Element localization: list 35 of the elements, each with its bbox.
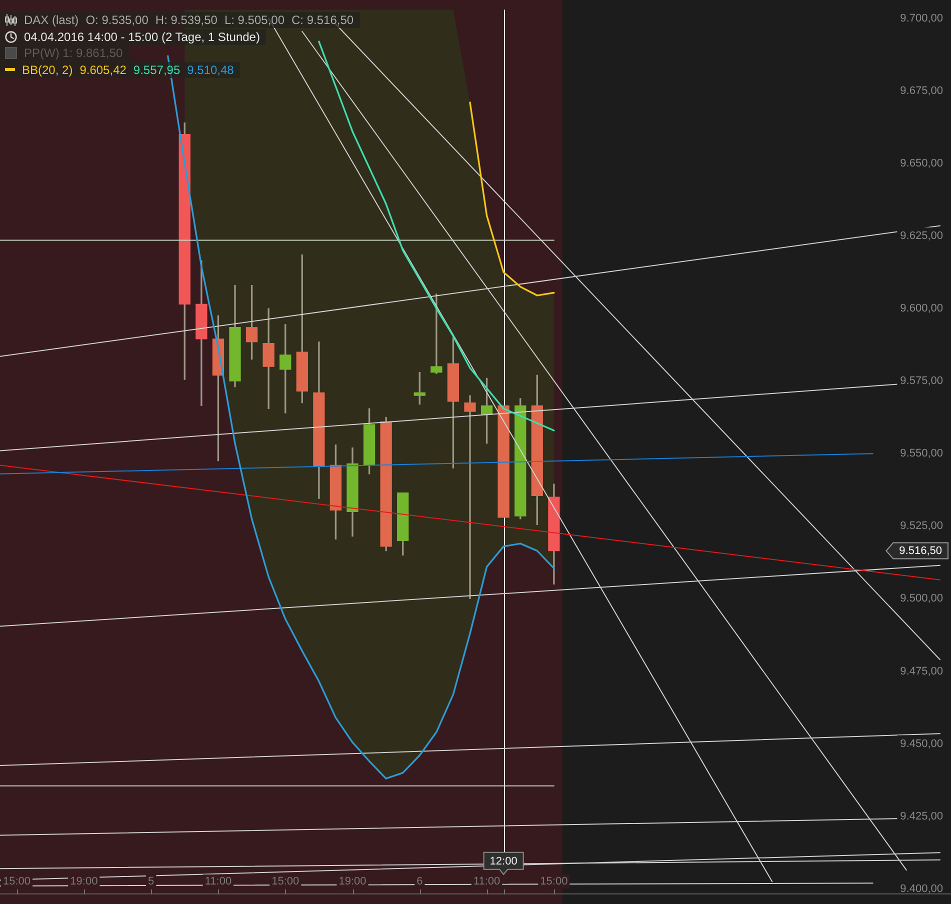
y-tick-label: 9.550,00	[900, 448, 943, 460]
x-tick-label: 15:00	[272, 875, 300, 888]
annotation: L: 9.505,00	[224, 12, 285, 28]
y-tick-label: 9.500,00	[900, 592, 943, 605]
x-tick-label: 19:00	[70, 875, 98, 888]
annotation: 9.605,42	[80, 62, 126, 78]
y-tick-label: 9.450,00	[900, 738, 943, 750]
y-tick-label: 9.600,00	[900, 302, 943, 315]
annotation: PP(W) 1: 9.861,50	[24, 45, 123, 61]
annotation: 9.510,48	[187, 62, 234, 78]
x-tick-label: 11:00	[473, 875, 500, 888]
x-tick-label: 15:00	[3, 875, 31, 888]
y-tick-label: 9.425,00	[900, 810, 943, 822]
text: 04.04.2016 14:00 - 15:00 (2 Tage, 1 Stunde)	[24, 28, 260, 44]
y-tick-label: 9.650,00	[900, 157, 943, 170]
annotation: H: 9.539,50	[155, 12, 218, 28]
annotation: 9.516,50	[899, 544, 942, 557]
y-tick-label: 9.700,00	[900, 12, 943, 24]
x-tick-label: 19:00	[338, 875, 366, 888]
y-tick-label: 9.525,00	[900, 520, 943, 532]
y-tick-label: 9.675,00	[900, 84, 943, 97]
x-tick-label: 6	[416, 875, 423, 888]
annotation: O: 9.535,00	[86, 12, 148, 28]
y-tick-label: 9.475,00	[900, 665, 943, 678]
annotation: C: 9.516,50	[292, 12, 354, 28]
chart-title: DAX (last)	[24, 12, 79, 28]
y-tick-label: 9.575,00	[900, 375, 943, 388]
x-tick-label: 11:00	[204, 875, 232, 888]
legend-label: BB(20, 2)	[22, 62, 73, 78]
x-tick-label: 12:00	[490, 855, 518, 868]
x-tick-label: 15:00	[540, 875, 568, 888]
x-tick-label: 5	[148, 875, 154, 888]
y-tick-label: 9.400,00	[900, 882, 943, 895]
y-tick-label: 9.625,00	[900, 230, 943, 242]
annotation: 9.557,95	[133, 62, 180, 78]
